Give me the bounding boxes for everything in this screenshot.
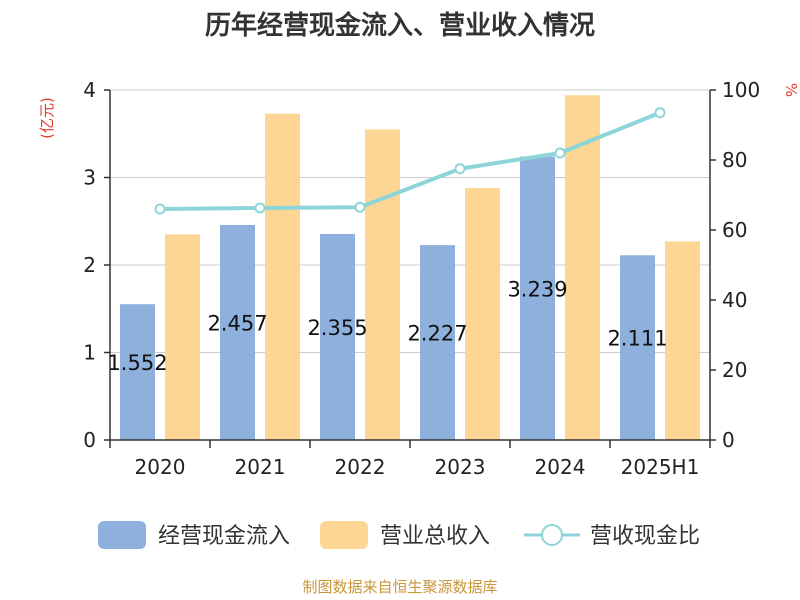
ratio-line-path [159,110,661,211]
left-tick-label: 3 [83,166,96,190]
left-tick-label: 4 [83,78,96,102]
right-tick-label: 100 [722,78,760,102]
ratio-point [354,201,366,213]
right-tick-label: 80 [722,148,747,172]
chart-title: 历年经营现金流入、营业收入情况 [205,10,595,41]
bars [120,95,700,440]
legend-label: 经营现金流入 [158,524,290,549]
bar-cash-inflow [420,245,455,440]
x-tick-label: 2020 [135,455,186,479]
ratio-point [154,203,166,215]
ratio-point [554,147,566,159]
right-tick-label: 40 [722,288,747,312]
legend-swatch [98,521,146,549]
bar-data-label: 2.355 [307,316,367,340]
left-tick-label: 2 [83,253,96,277]
ratio-point [454,163,466,175]
ratio-point [654,107,666,119]
legend-swatch [320,521,368,549]
x-tick-label: 2021 [235,455,286,479]
left-tick-label: 0 [83,428,96,452]
bar-total-revenue [465,188,500,440]
bar-total-revenue [665,241,700,440]
ratio-line [154,107,666,215]
bar-data-label: 2.227 [407,322,467,346]
right-tick-label: 0 [722,428,735,452]
grid-lines [110,89,710,353]
legend-label: 营业总收入 [380,524,490,549]
bar-cash-inflow [620,255,655,440]
bar-total-revenue [265,113,300,440]
bar-total-revenue [365,129,400,440]
legend-label: 营收现金比 [590,524,700,549]
x-tick-label: 2025H1 [621,455,700,479]
right-tick-label: 20 [722,358,747,382]
bar-total-revenue [565,95,600,440]
right-tick-label: 60 [722,218,747,242]
bar-total-revenue [165,234,200,440]
bar-cash-inflow [520,156,555,440]
x-tick-label: 2023 [435,455,486,479]
ratio-point [254,202,266,214]
left-tick-label: 1 [83,341,96,365]
data-labels: 1.552 2.457 2.355 2.227 3.239 2.111 [107,277,667,375]
bar-data-label: 3.239 [507,277,567,301]
bar-cash-inflow [220,225,255,440]
bar-data-label: 2.111 [607,327,667,351]
bar-cash-inflow [120,304,155,440]
right-axis-unit: % [782,83,800,97]
x-tick-label: 2024 [535,455,586,479]
bar-cash-inflow [320,233,355,440]
bar-data-label: 1.552 [107,351,167,375]
source-note: 制图数据来自恒生聚源数据库 [302,578,497,596]
left-axis-unit: (亿元) [38,97,56,139]
bar-data-label: 2.457 [207,312,267,336]
x-tick-label: 2022 [335,455,386,479]
legend-marker [541,524,563,546]
legend: 经营现金流入 营业总收入 营收现金比 [98,521,700,549]
